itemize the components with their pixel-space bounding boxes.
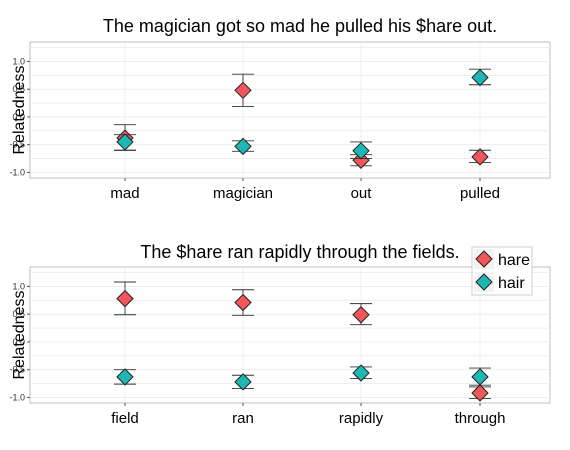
x-tick-label: mad <box>110 185 139 202</box>
y-tick-label: 0.0 <box>12 112 25 122</box>
y-axis-title: Relatedness <box>11 66 28 155</box>
data-point-hare <box>234 81 252 100</box>
y-tick-label: 0.0 <box>12 337 25 347</box>
data-point-hair <box>116 368 134 386</box>
data-point-hair <box>471 68 489 87</box>
x-tick-label: rapidly <box>339 410 384 427</box>
legend-label: hair <box>498 275 525 292</box>
y-tick-label: -1.0 <box>9 392 25 402</box>
x-tick-label: magician <box>213 185 273 202</box>
y-tick-label: -0.5 <box>9 140 25 150</box>
y-tick-label: 1.0 <box>12 281 25 291</box>
x-tick-label: ran <box>232 410 254 427</box>
chart-title: The magician got so mad he pulled his $h… <box>103 16 497 36</box>
data-point-hair <box>116 133 134 151</box>
plot-area <box>29 266 551 404</box>
data-point-hare <box>352 151 370 169</box>
y-tick-label: 1.0 <box>12 56 25 66</box>
y-tick-label: 0.5 <box>12 309 25 319</box>
x-tick-label: through <box>455 410 506 427</box>
data-point-hare <box>234 293 252 312</box>
chart-panel-2: 1.0 0.5 0.0 -0.5 -1.0 Relatedness The $hare ra… <box>9 242 551 427</box>
data-point-hare <box>471 384 489 402</box>
chart-title: The $hare ran rapidly through the fields… <box>140 242 459 262</box>
data-point-hare <box>471 148 489 166</box>
plot-area <box>29 41 551 179</box>
data-point-hair <box>471 368 489 386</box>
data-point-hair <box>234 137 252 156</box>
legend-key-hair <box>475 273 493 291</box>
x-tick-label: field <box>111 410 139 427</box>
data-point-hare <box>352 306 370 324</box>
legend: hare hair <box>471 246 533 296</box>
y-axis-title: Relatedness <box>11 291 28 380</box>
chart-panel-1: 1.0 0.5 0.0 -0.5 -1.0 Relatedness The magician… <box>9 16 551 202</box>
y-tick-label: -1.0 <box>9 167 25 177</box>
data-point-hare <box>116 289 134 308</box>
data-point-hair <box>352 364 370 382</box>
x-tick-label: pulled <box>460 185 500 202</box>
data-point-hair <box>352 142 370 160</box>
y-tick-label: -0.5 <box>9 365 25 375</box>
legend-label: hare <box>498 252 530 269</box>
data-point-hair <box>234 373 252 391</box>
legend-key-hare <box>475 250 493 268</box>
y-tick-label: 0.5 <box>12 84 25 94</box>
x-tick-label: out <box>351 185 373 202</box>
